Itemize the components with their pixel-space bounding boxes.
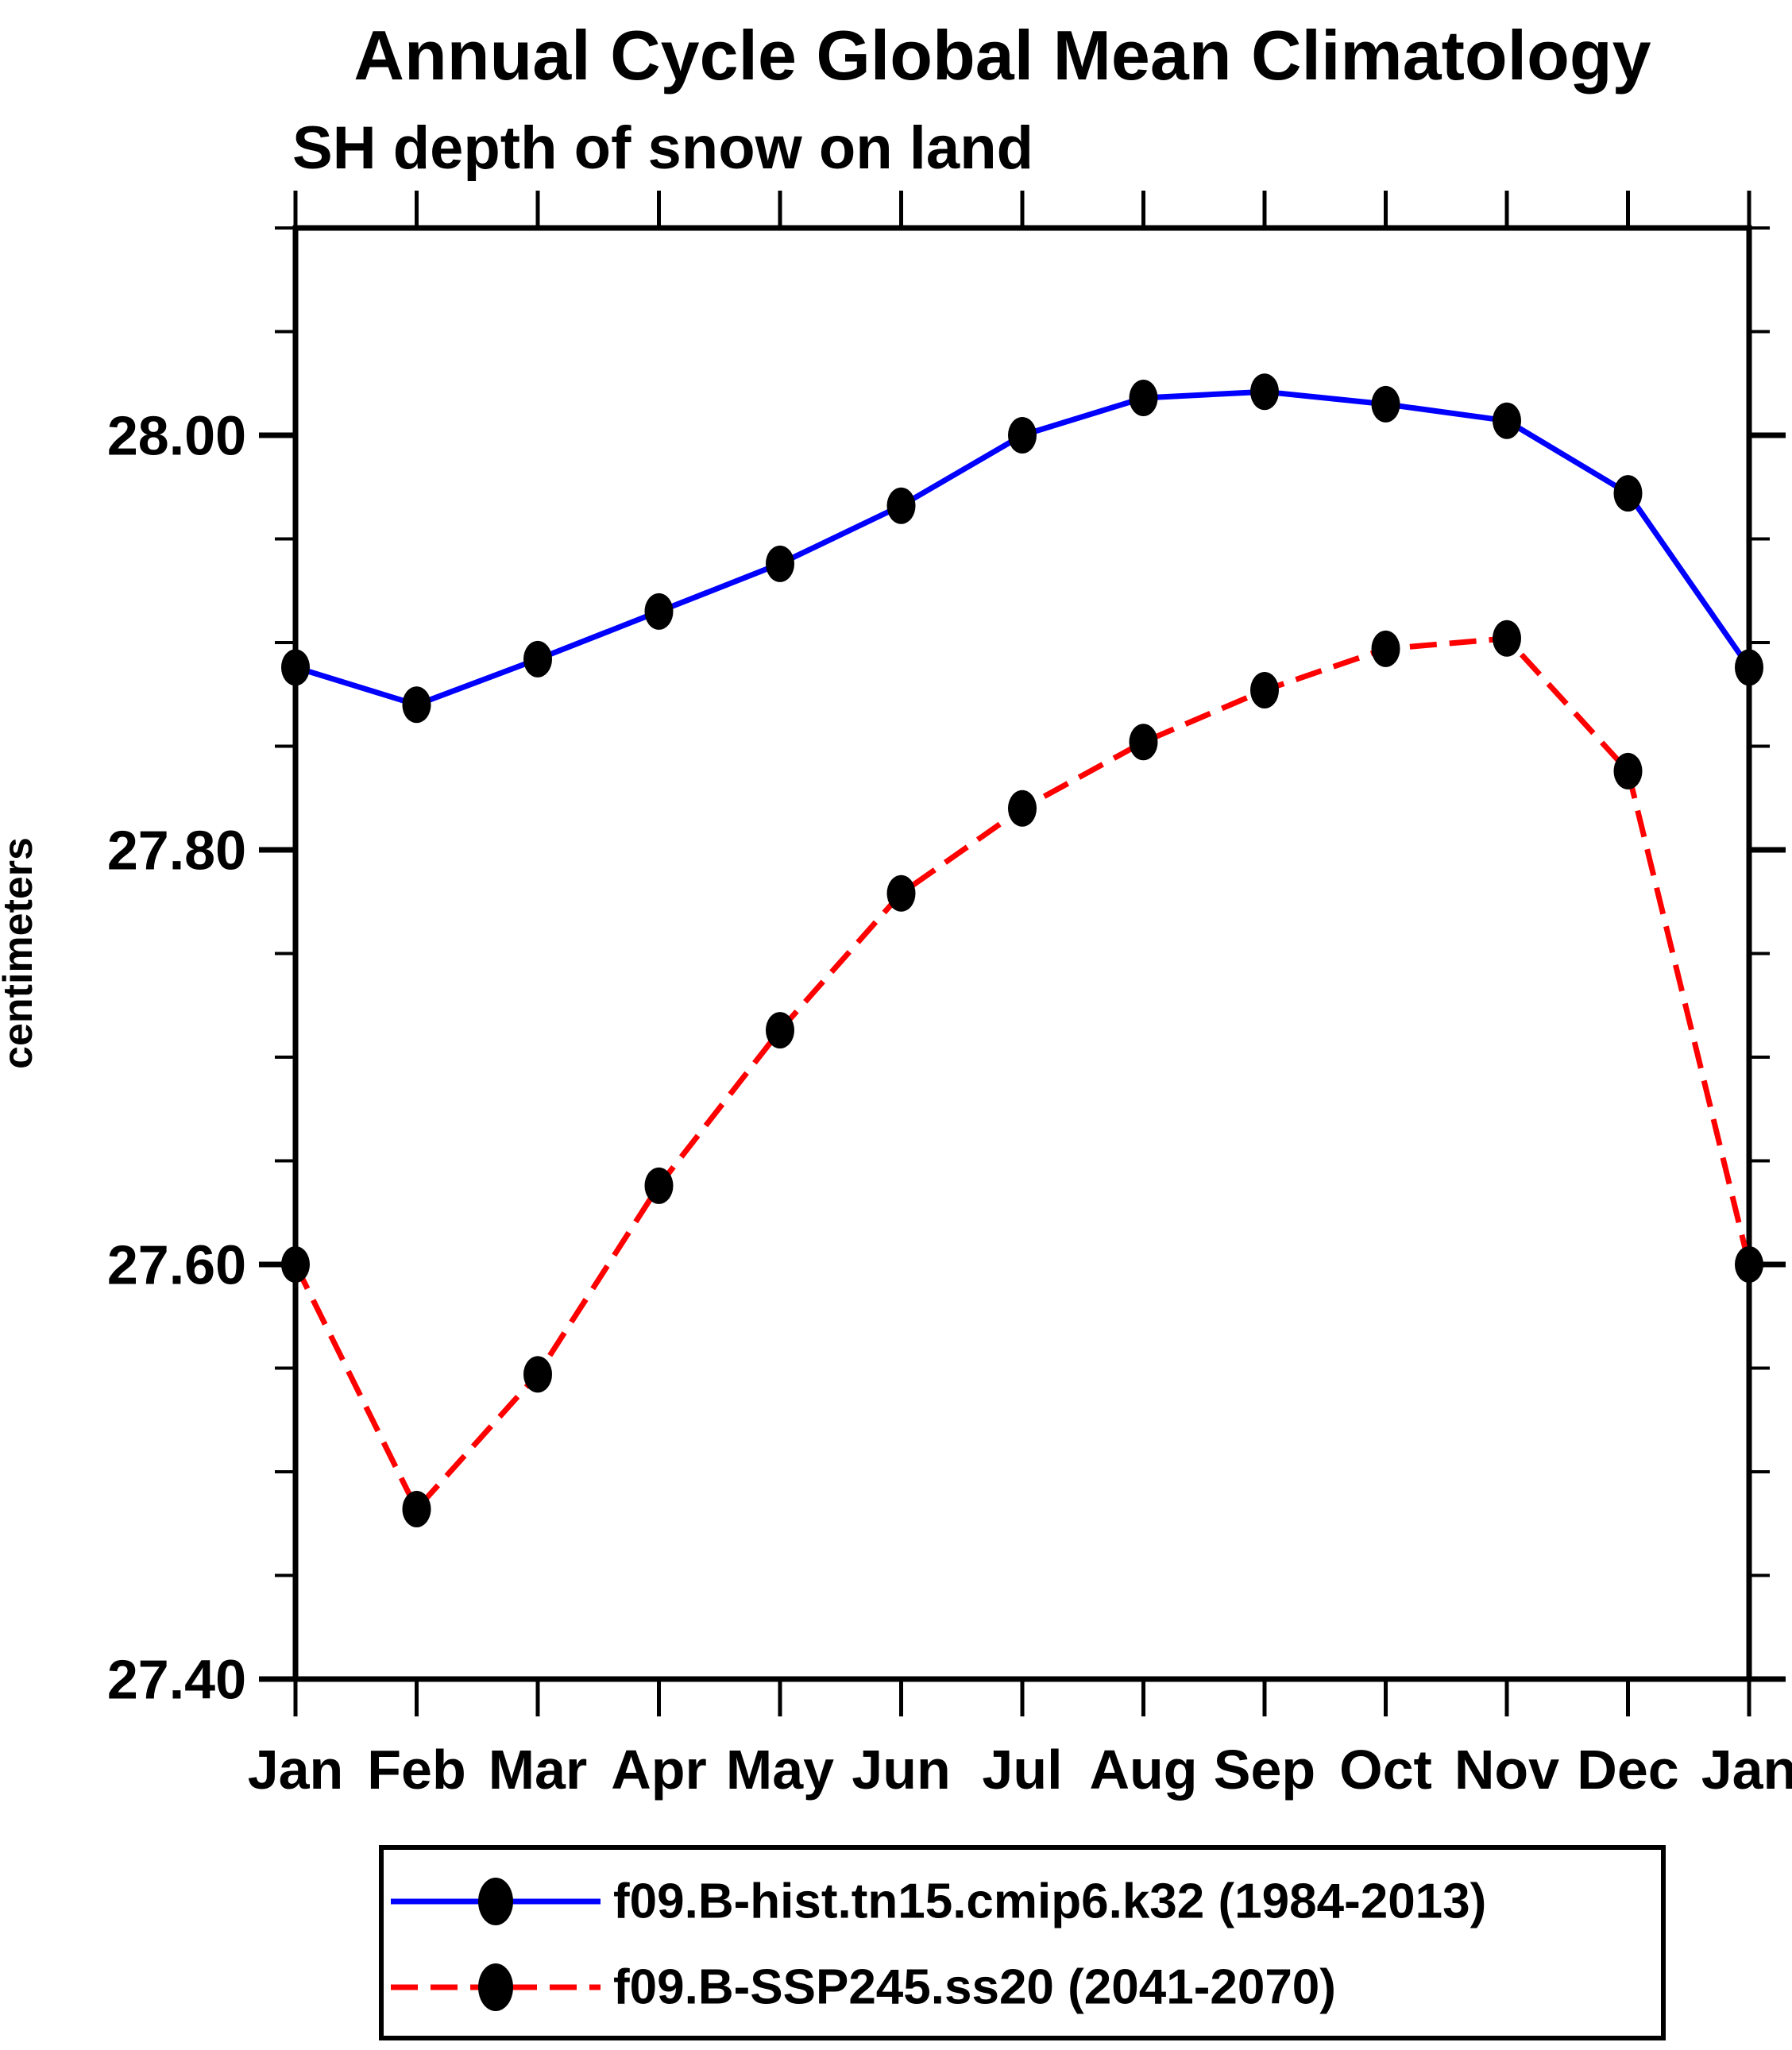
data-point-marker (1613, 752, 1643, 790)
x-axis-tick-label: Mar (489, 1739, 587, 1801)
data-point-marker (886, 874, 916, 912)
y-axis-tick-label: 28.00 (107, 405, 246, 467)
legend-label-historical: f09.B-hist.tn15.cmip6.k32 (1984-2013) (613, 1874, 1486, 1929)
data-point-marker (1493, 402, 1521, 439)
data-point-marker (1371, 385, 1400, 423)
data-point-marker (402, 1490, 431, 1527)
data-point-marker (1735, 1246, 1763, 1283)
plot-area: 27.40 27.60 27.80 28.00 Jan Feb Mar Apr May Jun Ju… (107, 191, 1792, 1801)
y-axis-title: centimeters (0, 837, 41, 1069)
data-point-marker (1008, 417, 1037, 454)
data-point-marker (1250, 373, 1279, 411)
x-axis-tick-label: May (726, 1739, 834, 1801)
data-point-marker (1613, 475, 1643, 512)
chart-title: Annual Cycle Global Mean Climatology (353, 16, 1651, 95)
data-point-marker (281, 1246, 310, 1283)
data-point-marker (1250, 672, 1279, 709)
y-axis-tick-label: 27.60 (107, 1234, 246, 1296)
x-axis-tick-label: Feb (367, 1739, 465, 1801)
data-point-marker (1129, 724, 1158, 761)
data-point-marker (766, 545, 794, 582)
data-point-marker (281, 649, 310, 686)
data-point-marker (1493, 620, 1521, 657)
legend: f09.B-hist.tn15.cmip6.k32 (1984-2013) f0… (379, 1845, 1666, 2040)
x-axis-tick-label: Sep (1214, 1739, 1315, 1801)
x-axis-tick-label: Dec (1577, 1739, 1678, 1801)
data-point-marker (523, 1356, 552, 1393)
x-axis-tick-label: Aug (1089, 1739, 1197, 1801)
y-axis-tick-label: 27.40 (107, 1649, 246, 1711)
x-axis-tick-label: Jul (982, 1739, 1062, 1801)
series-line-1 (292, 635, 1752, 1515)
x-axis-tick-label: Apr (611, 1739, 707, 1801)
x-axis-tick-label: Jan (248, 1739, 344, 1801)
data-point-marker (644, 593, 674, 630)
x-axis-tick-label: Jan (1701, 1739, 1792, 1801)
data-point-marker (1129, 380, 1158, 417)
legend-marker-icon (478, 1878, 513, 1925)
y-axis-tick-label: 27.80 (107, 820, 246, 882)
data-point-marker (886, 487, 916, 524)
data-point-marker (766, 1012, 794, 1049)
legend-marker-icon (478, 1963, 513, 2011)
data-point-marker (644, 1167, 674, 1204)
chart-subtitle: SH depth of snow on land (292, 114, 1033, 182)
x-axis-tick-label: Oct (1339, 1739, 1432, 1801)
x-axis-tick-label: Jun (852, 1739, 950, 1801)
x-axis-tick-label: Nov (1454, 1739, 1559, 1801)
data-point-marker (1735, 649, 1763, 686)
data-point-marker (1371, 630, 1400, 667)
data-point-marker (1008, 790, 1037, 827)
data-point-marker (523, 640, 552, 678)
legend-label-ssp245: f09.B-SSP245.ss20 (2041-2070) (613, 1960, 1336, 2015)
data-point-marker (402, 686, 431, 724)
legend-box (379, 1845, 1666, 2040)
